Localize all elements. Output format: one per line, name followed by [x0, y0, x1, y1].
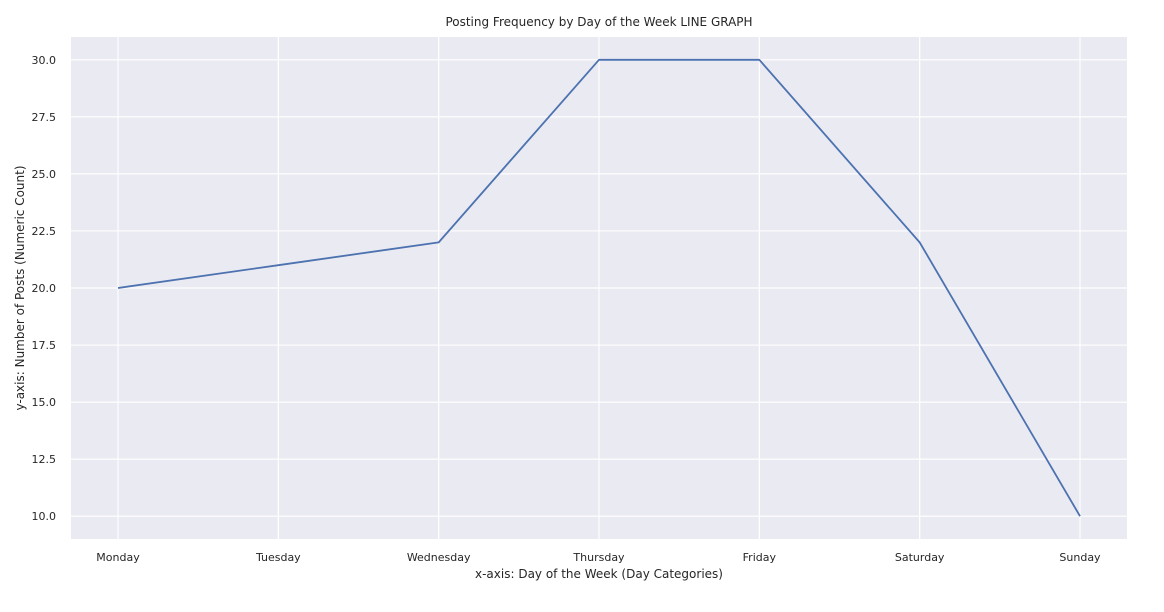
x-tick-labels: Monday Tuesday Wednesday Thursday Friday Satu…: [96, 551, 1101, 564]
y-tick-label: 30.0: [32, 54, 57, 67]
chart-title: Posting Frequency by Day of the Week LIN…: [445, 15, 752, 29]
y-tick-label: 12.5: [32, 453, 57, 466]
y-tick-label: 15.0: [32, 396, 57, 409]
y-tick-label: 25.0: [32, 168, 57, 181]
series-line: [117, 58, 1081, 517]
x-tick-label: Tuesday: [255, 551, 301, 564]
y-tick-label: 22.5: [32, 225, 57, 238]
x-tick-label: Friday: [743, 551, 777, 564]
x-tick-label: Saturday: [895, 551, 945, 564]
x-tick-label: Thursday: [572, 551, 625, 564]
x-tick-label: Wednesday: [407, 551, 471, 564]
x-axis-label: x-axis: Day of the Week (Day Categories): [475, 567, 723, 581]
y-tick-label: 27.5: [32, 111, 57, 124]
y-tick-label: 20.0: [32, 282, 57, 295]
y-tick-label: 17.5: [32, 339, 57, 352]
series-layer: [117, 58, 1081, 517]
y-tick-label: 10.0: [32, 510, 57, 523]
x-tick-label: Sunday: [1059, 551, 1101, 564]
y-axis-label: y-axis: Number of Posts (Numeric Count): [13, 165, 27, 410]
x-tick-label: Monday: [96, 551, 140, 564]
y-tick-labels: 10.0 12.5 15.0 17.5 20.0 22.5 25.0 27.5 30.0: [32, 54, 57, 523]
